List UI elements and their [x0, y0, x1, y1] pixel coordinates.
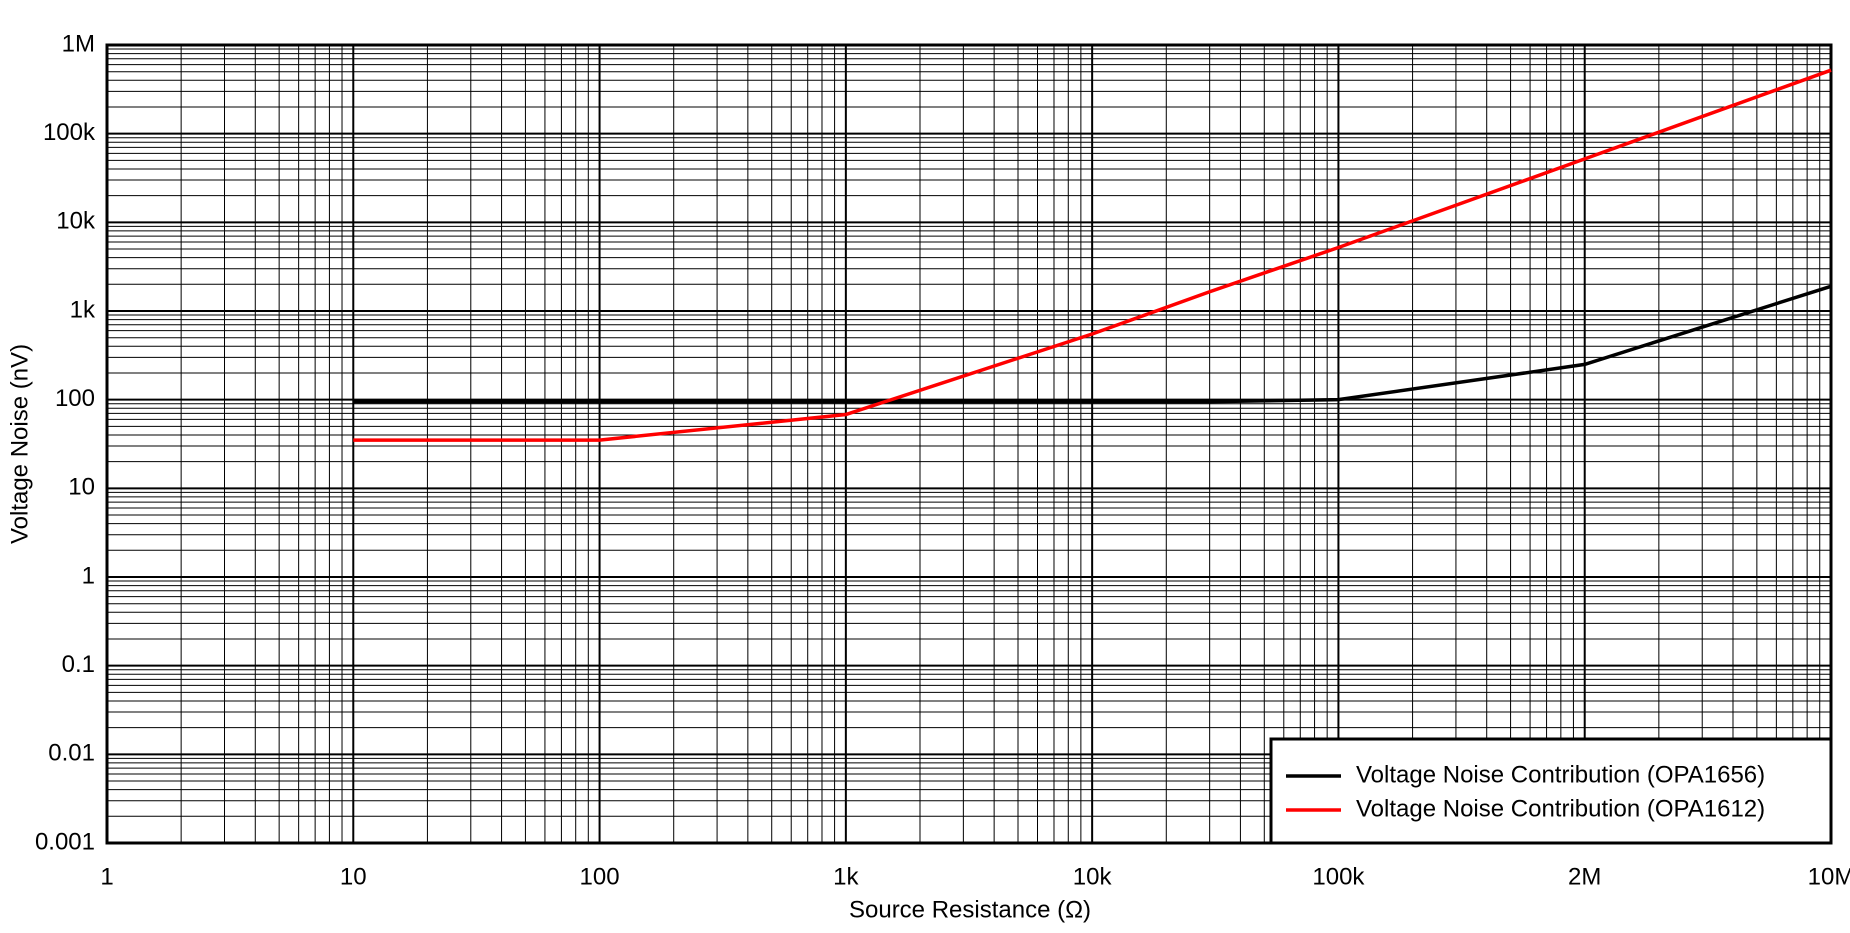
plot-frame [105, 43, 1833, 845]
data-line [353, 284, 1832, 404]
x-axis-label: Source Resistance (Ω) [849, 896, 1091, 923]
y-tick-label: 100k [43, 119, 96, 146]
y-tick-label: 0.01 [48, 740, 95, 767]
y-tick-label: 1k [70, 296, 96, 323]
legend-box [1269, 737, 1833, 845]
x-tick-label: 10k [1073, 863, 1113, 890]
x-tick-label: 100k [1312, 863, 1365, 890]
y-tick-label: 10k [56, 208, 96, 235]
legend-label: Voltage Noise Contribution (OPA1612) [1356, 795, 1765, 822]
y-tick-label: 0.001 [35, 828, 95, 855]
y-tick-label: 1 [82, 562, 95, 589]
legend-label: Voltage Noise Contribution (OPA1656) [1356, 761, 1765, 788]
x-tick-label: 2M [1568, 863, 1601, 890]
y-axis-label: Voltage Noise (nV) [6, 344, 33, 544]
y-tick-label: 1M [62, 30, 95, 57]
y-tick-label: 100 [55, 385, 95, 412]
y-tick-label: 10 [68, 474, 95, 501]
data-line [353, 68, 1832, 442]
x-tick-label: 100 [580, 863, 620, 890]
y-tick-label: 0.1 [62, 651, 95, 678]
x-tick-label: 10M [1808, 863, 1850, 890]
x-tick-label: 1 [100, 863, 113, 890]
x-tick-label: 10 [340, 863, 367, 890]
x-tick-label: 1k [833, 863, 859, 890]
